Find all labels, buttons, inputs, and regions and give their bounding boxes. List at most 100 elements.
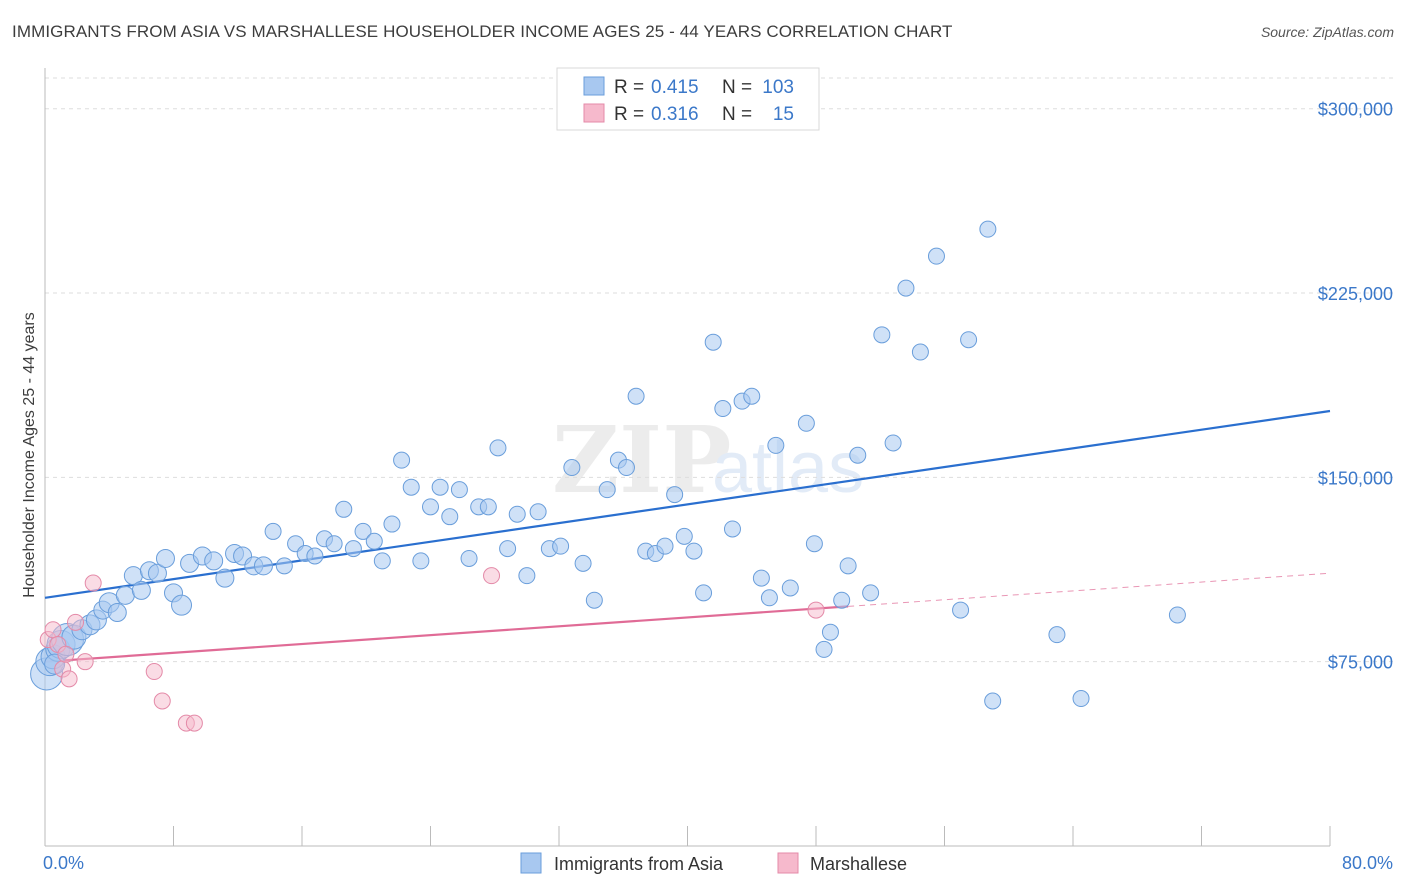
data-point-asia	[402, 478, 420, 496]
data-point-marshallese	[153, 692, 171, 710]
data-point-asia	[373, 552, 391, 570]
data-point-asia	[760, 589, 778, 607]
chart-title: IMMIGRANTS FROM ASIA VS MARSHALLESE HOUS…	[12, 22, 953, 41]
y-tick-label: $225,000	[1318, 284, 1393, 304]
data-point-asia	[450, 481, 468, 499]
stats-legend: R = 0.415 N = 103 R = 0.316 N = 15	[556, 67, 820, 131]
data-point-asia	[325, 535, 343, 553]
data-point-asia	[204, 551, 224, 571]
data-point-asia	[627, 387, 645, 405]
data-point-asia	[685, 542, 703, 560]
y-tick-label: $75,000	[1328, 653, 1393, 673]
data-point-marshallese	[84, 574, 102, 592]
data-point-asia	[383, 515, 401, 533]
data-point-asia	[147, 563, 167, 583]
data-point-asia	[529, 503, 547, 521]
legend-swatch-pink	[583, 103, 605, 123]
data-point-asia	[839, 557, 857, 575]
watermark-atlas: atlas	[712, 428, 864, 508]
data-point-asia	[155, 548, 175, 568]
y-tick-label: $300,000	[1318, 100, 1393, 120]
series-legend-swatch-blue	[520, 852, 542, 874]
watermark-zip: ZIP	[552, 406, 731, 514]
legend-r-label: R =	[614, 104, 644, 125]
data-point-asia	[131, 580, 151, 600]
data-point-asia	[107, 603, 127, 623]
data-point-asia	[1072, 690, 1090, 708]
data-point-asia	[552, 537, 570, 555]
series-legend: Immigrants from Asia Marshallese	[520, 852, 907, 874]
data-point-asia	[984, 692, 1002, 710]
data-point-asia	[815, 640, 833, 658]
trend-line-marshallese	[44, 605, 849, 663]
data-point-asia	[884, 434, 902, 452]
tick-labels: $75,000 $150,000 $225,000 $300,000	[1318, 100, 1393, 673]
legend-r-value: 0.415	[651, 77, 699, 98]
x-tick-min: 0.0%	[43, 853, 84, 873]
legend-swatch-blue	[583, 76, 605, 96]
data-point-asia	[723, 520, 741, 538]
data-point-asia	[264, 522, 282, 540]
data-point-marshallese	[57, 645, 75, 663]
source-note: Source: ZipAtlas.com	[1260, 24, 1394, 40]
data-point-asia	[743, 387, 761, 405]
data-point-asia	[1048, 626, 1066, 644]
legend-n-value: 103	[762, 77, 794, 98]
data-point-asia	[393, 451, 411, 469]
data-point-asia	[598, 481, 616, 499]
data-point-asia	[171, 594, 193, 616]
y-tick-label: $150,000	[1318, 468, 1393, 488]
data-point-asia	[563, 459, 581, 477]
data-point-asia	[499, 540, 517, 558]
data-point-asia	[960, 331, 978, 349]
data-point-asia	[306, 547, 324, 565]
data-point-marshallese	[76, 653, 94, 671]
data-point-asia	[508, 505, 526, 523]
data-point-asia	[805, 535, 823, 553]
x-tick-max: 80.0%	[1342, 853, 1393, 873]
data-point-asia	[479, 498, 497, 516]
series-legend-swatch-pink	[777, 852, 799, 874]
legend-r-label: R =	[614, 77, 644, 98]
data-point-asia	[797, 414, 815, 432]
data-point-asia	[1168, 606, 1186, 624]
data-point-marshallese	[44, 621, 62, 639]
data-point-asia	[365, 532, 383, 550]
watermark: ZIP atlas	[552, 406, 864, 514]
data-point-asia	[441, 508, 459, 526]
data-point-asia	[354, 522, 372, 540]
legend-r-value: 0.316	[651, 104, 699, 125]
data-point-marshallese	[185, 714, 203, 732]
data-point-asia	[115, 585, 135, 605]
data-point-asia	[873, 326, 891, 344]
gridlines	[45, 77, 1395, 663]
data-point-asia	[927, 247, 945, 265]
legend-n-label: N =	[722, 104, 752, 125]
data-point-marshallese	[483, 567, 501, 585]
data-point-asia	[897, 279, 915, 297]
data-point-asia	[849, 446, 867, 464]
data-point-asia	[821, 623, 839, 641]
series-immigrants-from-asia	[30, 220, 1186, 710]
data-point-marshallese	[67, 613, 85, 631]
data-point-asia	[617, 459, 635, 477]
data-point-asia	[215, 568, 235, 588]
data-point-asia	[431, 478, 449, 496]
data-point-marshallese	[145, 663, 163, 681]
legend-n-value: 15	[773, 104, 794, 125]
data-point-asia	[704, 333, 722, 351]
data-point-asia	[979, 220, 997, 238]
data-point-asia	[695, 584, 713, 602]
data-point-asia	[460, 549, 478, 567]
data-point-asia	[335, 500, 353, 518]
data-point-asia	[585, 591, 603, 609]
series-legend-label: Marshallese	[810, 854, 907, 874]
data-point-marshallese	[807, 601, 825, 619]
data-point-asia	[344, 540, 362, 558]
data-point-asia	[574, 554, 592, 572]
legend-n-label: N =	[722, 77, 752, 98]
data-point-asia	[833, 591, 851, 609]
y-axis-title: Householder Income Ages 25 - 44 years	[21, 312, 38, 598]
data-point-asia	[489, 439, 507, 457]
